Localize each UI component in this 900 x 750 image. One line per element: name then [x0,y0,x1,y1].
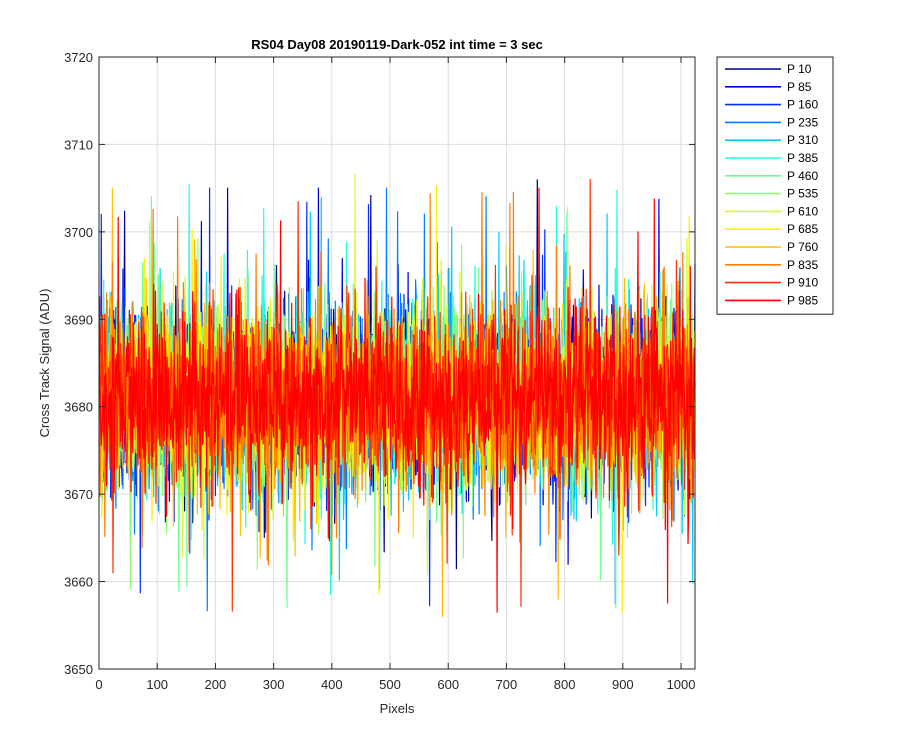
legend-label: P 235 [787,115,818,129]
legend-label: P 10 [787,62,812,76]
y-tick-label: 3700 [64,225,93,240]
y-tick-label: 3670 [64,487,93,502]
x-tick-label: 600 [437,677,459,692]
x-tick-label: 800 [554,677,576,692]
x-tick-label: 500 [379,677,401,692]
axis-ticks: 0 100 200 300 400 500 600 700 800 900 1000 3650 3660… [64,50,695,692]
y-tick-label: 3710 [64,137,93,152]
x-tick-label: 300 [263,677,285,692]
legend-box [716,56,834,315]
plot-frame [98,56,696,670]
legend-label: P 910 [787,276,818,290]
x-tick-label: 1000 [667,677,696,692]
x-tick-label: 900 [612,677,634,692]
legend-label: P 160 [787,98,818,112]
legend-label: P 760 [787,240,818,254]
y-tick-label: 3660 [64,575,93,590]
y-tick-label: 3650 [64,662,93,677]
legend-label: P 85 [787,80,812,94]
x-tick-label: 100 [146,677,168,692]
y-tick-label: 3680 [64,400,93,415]
legend: P 10 P 85 P 160 P 235 P 310 P 385 P 460 P 535 P … [716,56,834,315]
y-axis-title: Cross Track Signal (ADU) [37,289,52,438]
x-tick-label: 0 [95,677,102,692]
legend-label: P 835 [787,258,818,272]
series-layer [99,173,696,618]
legend-label: P 460 [787,169,818,183]
legend-label: P 985 [787,293,818,307]
x-tick-label: 200 [205,677,227,692]
y-tick-label: 3690 [64,312,93,327]
y-tick-label: 3720 [64,50,93,65]
chart-title: RS04 Day08 20190119-Dark-052 int time = … [251,37,543,52]
legend-label: P 535 [787,187,818,201]
x-tick-label: 400 [321,677,343,692]
legend-label: P 385 [787,151,818,165]
legend-label: P 685 [787,222,818,236]
legend-label: P 610 [787,204,818,218]
x-axis-title: Pixels [380,701,415,716]
x-tick-label: 700 [496,677,518,692]
legend-label: P 310 [787,133,818,147]
series-line-p985 [99,187,696,613]
